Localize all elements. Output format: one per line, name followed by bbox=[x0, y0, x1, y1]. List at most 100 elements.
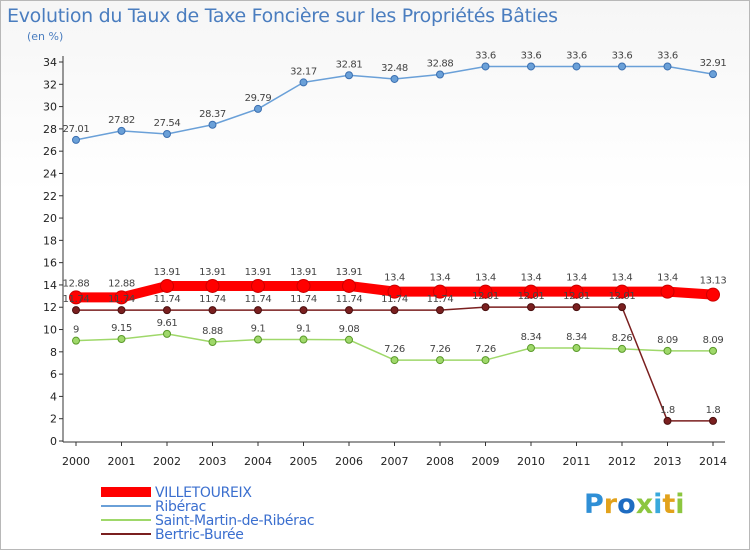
data-label: 13.4 bbox=[384, 273, 405, 284]
proxiti-logo: Proxiti bbox=[584, 489, 685, 520]
y-tick-label: 2 bbox=[50, 413, 57, 426]
data-label: 7.26 bbox=[430, 344, 451, 355]
data-label: 12.88 bbox=[63, 278, 90, 289]
y-tick-label: 8 bbox=[50, 346, 57, 359]
data-label: 27.82 bbox=[108, 115, 135, 126]
data-label: 13.91 bbox=[245, 267, 272, 278]
data-label: 9 bbox=[73, 325, 79, 336]
data-label: 11.74 bbox=[199, 294, 226, 305]
data-point bbox=[527, 62, 535, 71]
y-tick-label: 0 bbox=[50, 435, 57, 448]
x-tick-label: 2014 bbox=[699, 455, 727, 468]
data-label: 1.8 bbox=[706, 405, 721, 416]
data-point bbox=[433, 284, 447, 299]
data-point bbox=[709, 70, 717, 79]
x-tick-label: 2009 bbox=[472, 455, 500, 468]
y-tick-label: 6 bbox=[50, 368, 57, 381]
data-label: 29.79 bbox=[245, 93, 272, 104]
data-point bbox=[481, 303, 490, 312]
data-point bbox=[390, 356, 399, 365]
data-label: 13.91 bbox=[336, 267, 363, 278]
y-tick-label: 12 bbox=[43, 301, 57, 314]
data-point bbox=[709, 416, 717, 425]
data-point bbox=[569, 284, 584, 299]
data-label: 33.6 bbox=[657, 50, 678, 61]
data-point bbox=[208, 338, 217, 347]
logo-letter: i bbox=[675, 489, 685, 520]
data-label: 33.6 bbox=[566, 50, 587, 61]
data-point bbox=[208, 120, 217, 129]
data-label: 32.91 bbox=[700, 58, 727, 69]
series-lines bbox=[69, 62, 720, 425]
x-tick-label: 2005 bbox=[290, 455, 318, 468]
x-tick-label: 2002 bbox=[153, 455, 181, 468]
data-label: 11.74 bbox=[290, 294, 317, 305]
logo-letter: r bbox=[603, 489, 618, 520]
data-label: 8.09 bbox=[657, 335, 678, 346]
data-point bbox=[299, 335, 308, 344]
data-point bbox=[299, 78, 308, 87]
logo-letter: t bbox=[662, 489, 676, 520]
data-label: 8.34 bbox=[566, 332, 587, 343]
data-point bbox=[345, 306, 353, 315]
data-label: 13.4 bbox=[566, 273, 587, 284]
data-point bbox=[163, 329, 171, 338]
data-point bbox=[436, 356, 444, 365]
data-point bbox=[117, 126, 126, 135]
data-label: 8.26 bbox=[612, 333, 633, 344]
y-tick-label: 16 bbox=[43, 257, 57, 270]
data-point bbox=[72, 306, 80, 315]
data-point bbox=[390, 306, 399, 315]
data-label: 11.74 bbox=[381, 294, 408, 305]
data-labels: 12.88 12.88 13.91 13.91 13.91 13.91 13.91 13.4 1… bbox=[63, 50, 727, 415]
data-label: 13.4 bbox=[475, 273, 496, 284]
data-label: 7.26 bbox=[475, 344, 496, 355]
legend: VILLETOUREIXRibéracSaint-Martin-de-Ribér… bbox=[101, 485, 315, 543]
x-tick-label: 2003 bbox=[199, 455, 227, 468]
data-label: 11.74 bbox=[245, 294, 272, 305]
legend-label: Saint-Martin-de-Ribérac bbox=[155, 513, 314, 529]
data-label: 33.6 bbox=[612, 50, 633, 61]
data-point bbox=[208, 306, 217, 315]
data-label: 11.74 bbox=[154, 294, 181, 305]
data-label: 8.09 bbox=[703, 335, 724, 346]
data-label: 9.1 bbox=[251, 324, 266, 335]
unit-label: (en %) bbox=[27, 30, 64, 43]
y-tick-label: 20 bbox=[43, 212, 57, 225]
data-point bbox=[345, 335, 353, 344]
x-tick-label: 2013 bbox=[654, 455, 682, 468]
data-label: 9.08 bbox=[339, 324, 360, 335]
x-tick-label: 2012 bbox=[608, 455, 636, 468]
data-label: 32.88 bbox=[427, 58, 454, 69]
x-tick-label: 2006 bbox=[335, 455, 363, 468]
data-point bbox=[342, 278, 356, 293]
data-label: 27.54 bbox=[154, 118, 181, 129]
x-tick-label: 2007 bbox=[381, 455, 409, 468]
data-label: 27.01 bbox=[63, 124, 90, 135]
logo-letter: o bbox=[617, 489, 636, 520]
data-point bbox=[706, 287, 720, 302]
data-point bbox=[527, 344, 535, 353]
data-point bbox=[254, 104, 262, 113]
y-tick-label: 14 bbox=[43, 279, 57, 292]
data-point bbox=[254, 306, 262, 315]
data-point bbox=[527, 303, 535, 312]
data-point bbox=[663, 416, 672, 425]
data-point bbox=[660, 284, 675, 299]
data-point bbox=[163, 130, 171, 139]
y-tick-label: 28 bbox=[43, 123, 57, 136]
data-point bbox=[618, 303, 626, 312]
data-label: 13.4 bbox=[657, 273, 678, 284]
data-label: 12.88 bbox=[108, 278, 135, 289]
data-label: 9.1 bbox=[296, 324, 311, 335]
data-label: 11.74 bbox=[336, 294, 363, 305]
data-point bbox=[114, 290, 129, 305]
data-label: 9.61 bbox=[157, 318, 178, 329]
data-point bbox=[709, 346, 717, 355]
data-point bbox=[160, 278, 174, 293]
y-tick-label: 18 bbox=[43, 234, 57, 247]
y-tick-label: 22 bbox=[43, 190, 57, 203]
data-label: 32.17 bbox=[290, 66, 317, 77]
